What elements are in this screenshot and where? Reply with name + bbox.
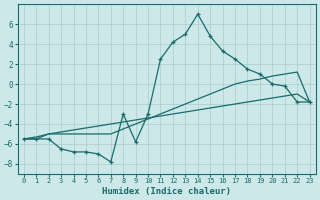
X-axis label: Humidex (Indice chaleur): Humidex (Indice chaleur) (102, 187, 231, 196)
